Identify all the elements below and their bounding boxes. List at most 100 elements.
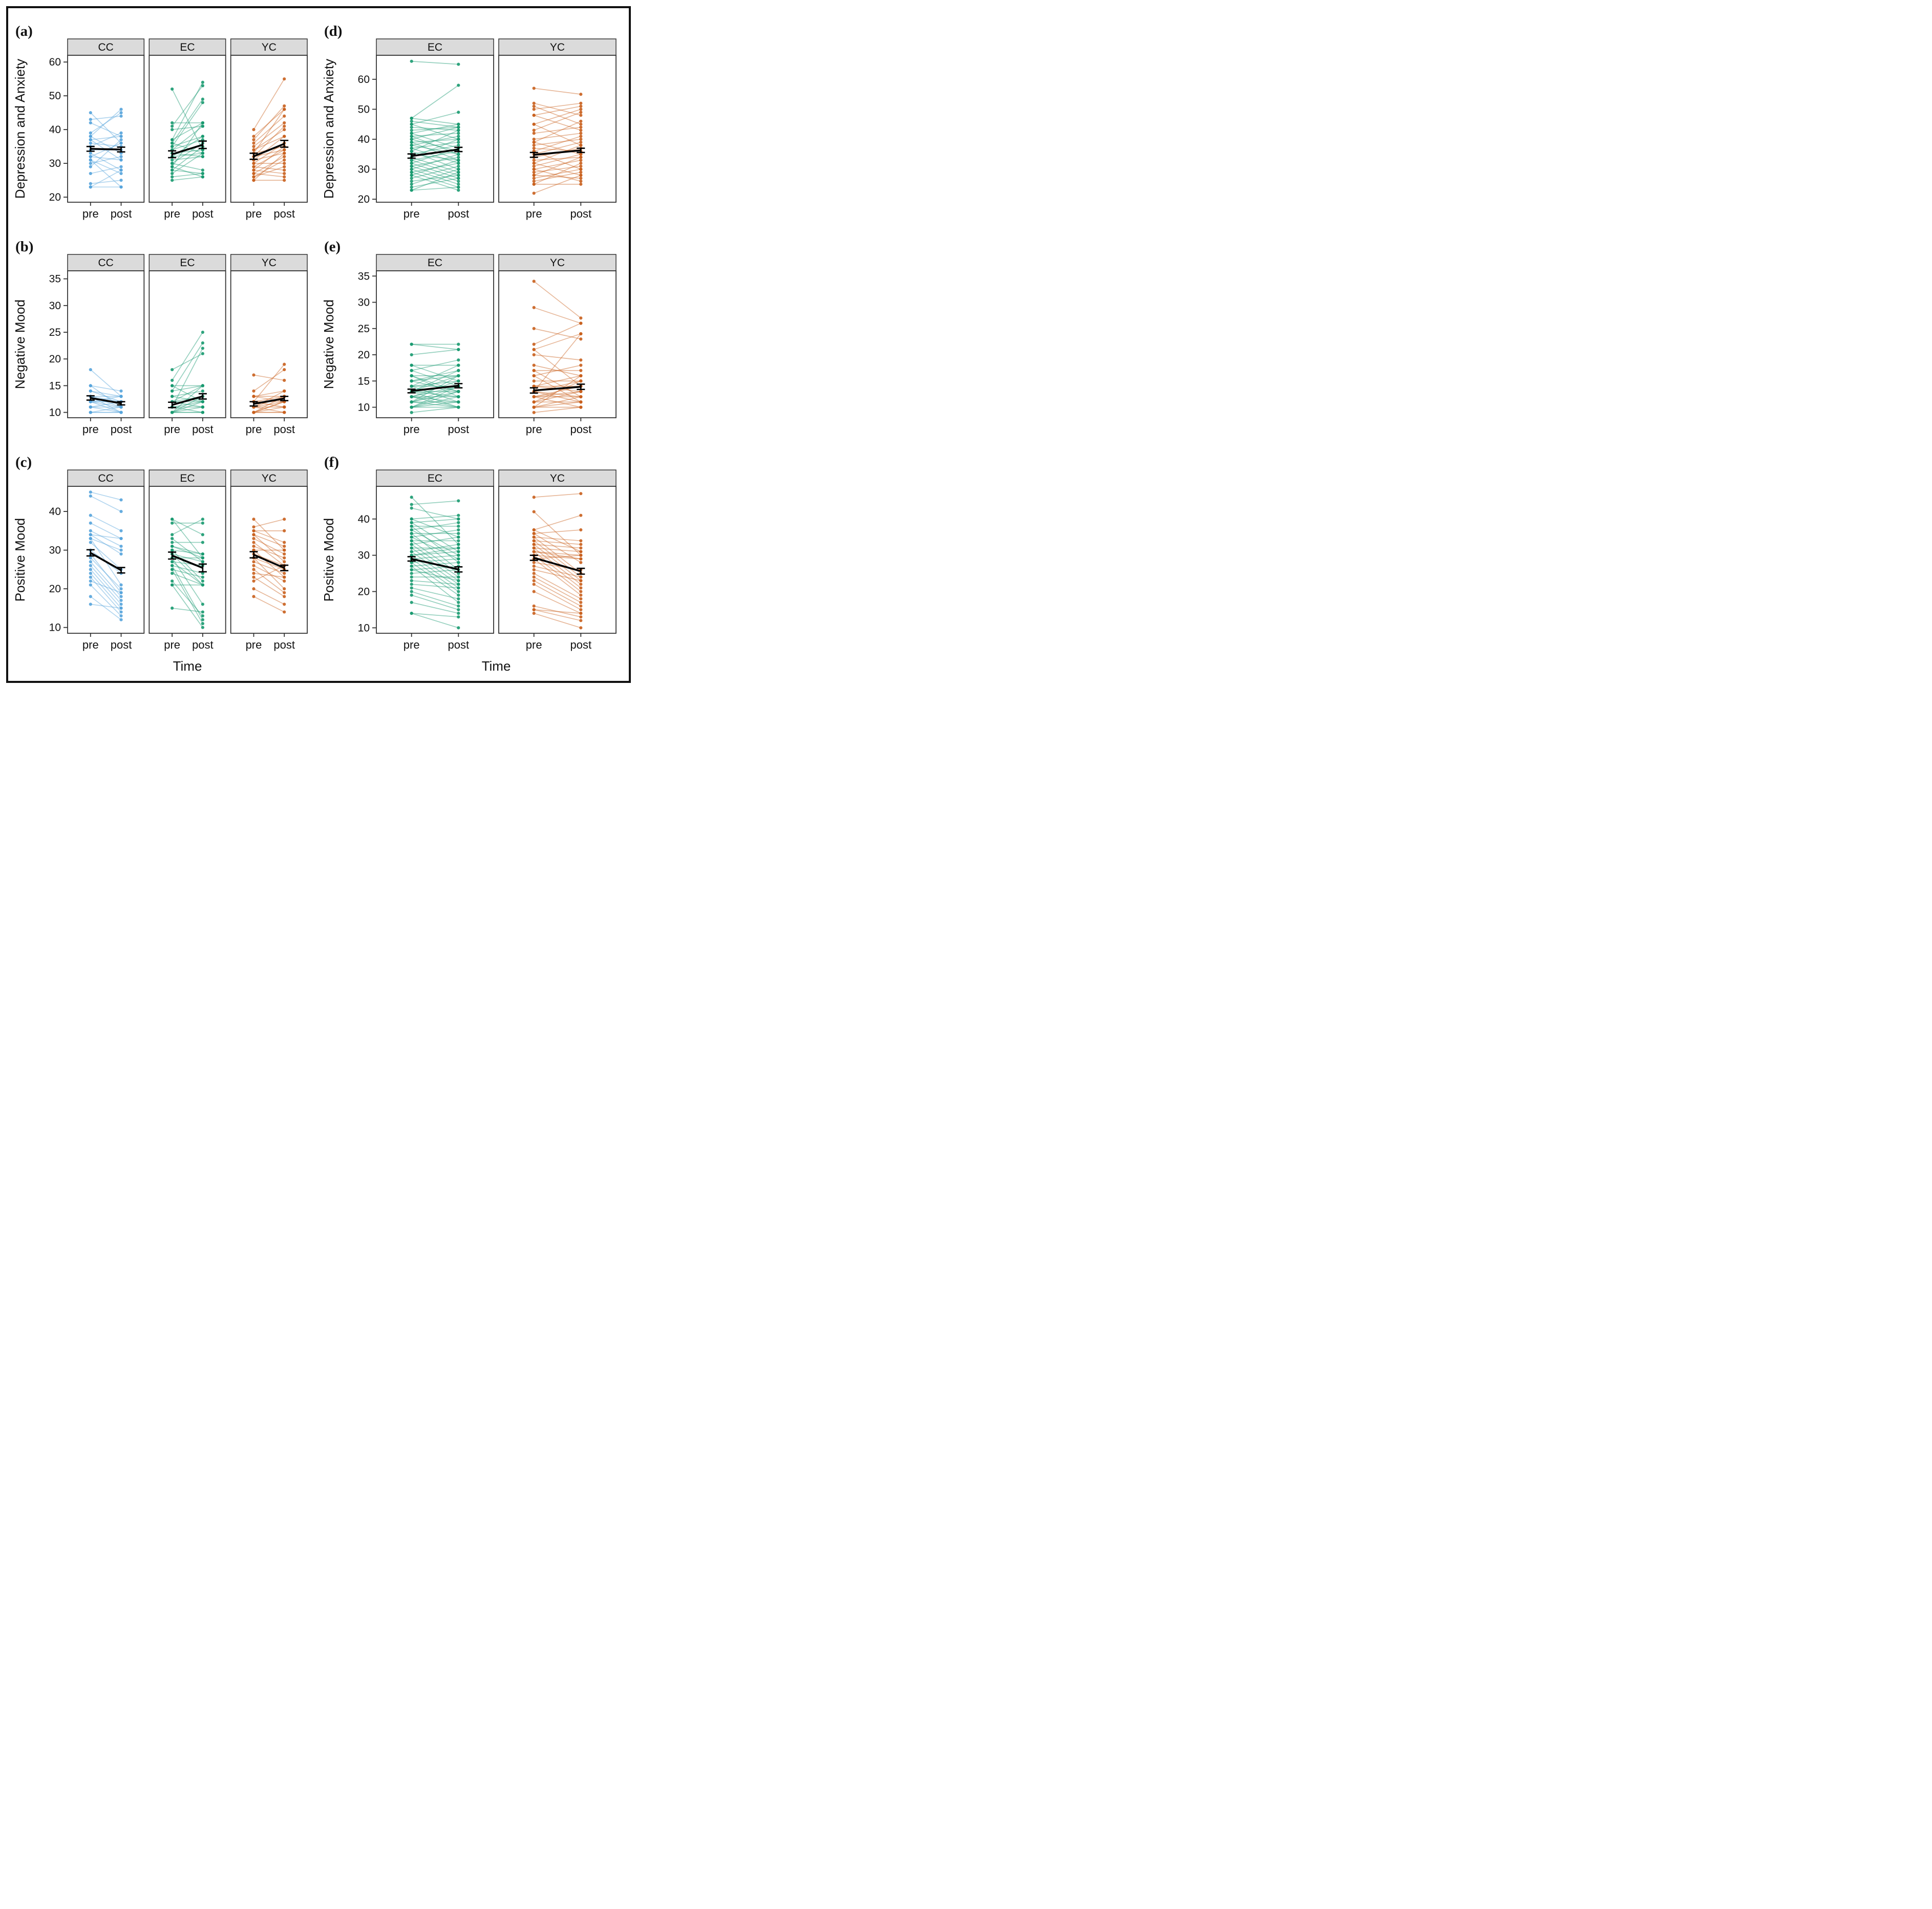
subject-point-pre — [532, 191, 536, 195]
subject-point-post — [457, 597, 460, 600]
subject-point-pre — [89, 579, 92, 583]
subject-line — [172, 385, 203, 413]
subject-point-post — [201, 571, 204, 575]
subject-line — [411, 558, 459, 563]
subject-point-post — [119, 598, 123, 602]
subject-point-pre — [89, 583, 92, 587]
subject-line — [411, 370, 459, 387]
facet-YC: YC pre post — [230, 469, 308, 651]
mean-line — [172, 144, 203, 156]
subject-point-post — [119, 405, 123, 409]
subject-point-post — [457, 532, 460, 535]
subject-point-pre — [252, 560, 256, 564]
subject-line — [534, 126, 581, 134]
subject-line — [411, 147, 459, 164]
mean-overlay — [168, 393, 207, 409]
subject-line — [411, 385, 459, 408]
subject-line — [411, 144, 459, 155]
subject-line — [534, 88, 581, 95]
subject-point-pre — [252, 579, 256, 583]
subject-line — [90, 569, 122, 605]
subject-line — [534, 547, 581, 585]
x-tick-label: pre — [404, 207, 420, 220]
subject-line — [534, 115, 581, 131]
subject-line — [534, 566, 581, 577]
x-tick-label: pre — [526, 207, 542, 220]
subject-line — [172, 332, 203, 381]
subject-line — [172, 573, 203, 586]
subject-point-pre — [89, 135, 92, 138]
subject-point-pre — [171, 175, 174, 179]
mean-line — [411, 557, 459, 571]
subject-line — [534, 591, 581, 614]
subject-point-post — [283, 556, 286, 560]
subject-line — [534, 157, 581, 176]
subject-point-post — [283, 579, 286, 583]
subject-point-pre — [252, 145, 256, 148]
subject-point-pre — [171, 87, 174, 91]
subject-point-pre — [89, 165, 92, 168]
subject-point-post — [579, 179, 583, 183]
subject-line — [411, 370, 459, 392]
subject-point-post — [457, 513, 460, 517]
subject-point-post — [579, 395, 583, 399]
y-tick-label: 40 — [358, 134, 370, 145]
facet-YC: YC pre post — [230, 254, 308, 436]
subject-point-post — [579, 374, 583, 378]
subject-line — [172, 396, 203, 413]
subject-point-pre — [89, 560, 92, 564]
subject-point-post — [119, 587, 123, 591]
subject-point-post — [457, 395, 460, 399]
subject-line — [90, 584, 122, 616]
subject-line — [411, 396, 459, 408]
subject-point-pre — [410, 496, 413, 499]
subject-point-pre — [532, 174, 536, 177]
subject-point-pre — [89, 541, 92, 544]
subject-point-post — [201, 121, 204, 125]
subject-point-post — [579, 321, 583, 325]
subject-point-post — [119, 614, 123, 618]
y-tick-label: 25 — [49, 327, 61, 338]
subject-point-post — [119, 171, 123, 176]
subject-line — [534, 554, 581, 560]
subject-point-post — [579, 174, 583, 177]
subject-point-pre — [252, 533, 256, 537]
subject-point-post — [283, 405, 286, 409]
subject-line — [534, 354, 581, 361]
subject-line — [90, 561, 122, 597]
chart-a: (a) Depression and Anxiety 20 30 40 50 60 CC pre… — [12, 23, 308, 220]
subject-point-post — [457, 137, 460, 141]
subject-line — [253, 122, 285, 147]
subject-point-pre — [532, 411, 536, 414]
subject-line — [172, 385, 203, 392]
subject-point-post — [283, 155, 286, 159]
subject-point-post — [283, 541, 286, 544]
subject-line — [172, 385, 203, 402]
subject-line — [253, 78, 285, 130]
subject-point-pre — [532, 583, 536, 586]
subject-point-pre — [410, 579, 413, 583]
subject-point-post — [201, 626, 204, 629]
subject-point-pre — [532, 280, 536, 283]
subject-line — [172, 166, 203, 178]
subject-line — [411, 533, 459, 570]
subject-line — [534, 396, 581, 408]
subject-line — [253, 390, 285, 397]
subject-point-post — [201, 541, 204, 544]
subject-point-pre — [532, 122, 536, 126]
subject-point-post — [457, 125, 460, 129]
subject-line — [534, 554, 581, 560]
subject-point-post — [457, 575, 460, 579]
subject-point-post — [119, 498, 123, 502]
subject-line — [534, 333, 581, 392]
subject-point-pre — [171, 158, 174, 162]
subject-line — [90, 139, 122, 167]
subject-point-post — [457, 626, 460, 630]
subject-point-pre — [171, 411, 174, 414]
mean-line — [172, 395, 203, 406]
subject-line — [411, 168, 459, 185]
x-tick-label: post — [570, 638, 592, 651]
subject-line — [172, 390, 203, 397]
subject-line — [411, 168, 459, 185]
subject-point-post — [457, 177, 460, 180]
